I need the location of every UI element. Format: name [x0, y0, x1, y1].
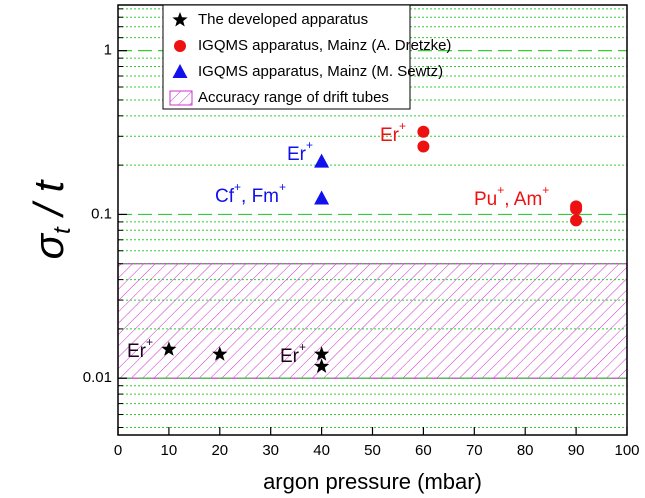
star-marker: [172, 12, 188, 27]
y-axis-label: σt / t: [25, 178, 76, 259]
y-tick-label: 0.01: [83, 369, 112, 386]
annotation-part: Er: [280, 346, 300, 367]
y-tick-label: 1: [104, 42, 112, 59]
annotation: Er+: [380, 119, 406, 146]
annotation-part: +: [146, 335, 153, 349]
x-tick-label: 100: [614, 442, 639, 459]
legend-label: IGQMS apparatus, Mainz (M. Sewtz): [198, 63, 443, 80]
legend-swatch: [169, 90, 193, 106]
annotation-part: Er: [127, 341, 147, 362]
annotation: Er+: [280, 340, 306, 367]
circle-marker: [417, 140, 430, 153]
x-tick-label: 80: [517, 442, 534, 459]
y-tick-label: 0.1: [91, 205, 112, 222]
x-tick-label: 50: [364, 442, 381, 459]
y-axis-label-part: / t: [25, 178, 72, 227]
x-tick-label: 40: [313, 442, 330, 459]
legend-label: The developed apparatus: [198, 11, 368, 28]
x-tick-label: 30: [262, 442, 279, 459]
y-axis-label-part: σ: [25, 232, 72, 259]
x-tick-label: 10: [161, 442, 178, 459]
x-tick-label: 20: [211, 442, 228, 459]
circle-marker: [570, 214, 583, 227]
annotation: Er+: [287, 138, 313, 165]
legend-label: Accuracy range of drift tubes: [198, 89, 389, 106]
annotation-part: +: [234, 180, 241, 194]
annotation-part: +: [399, 119, 406, 133]
x-tick-label: 90: [568, 442, 585, 459]
circle-marker: [174, 40, 186, 52]
triangle-marker: [314, 190, 330, 205]
accuracy-region: [117, 263, 628, 379]
annotation-part: Pu: [474, 189, 497, 210]
star-marker: [314, 358, 330, 373]
annotation-part: +: [299, 340, 306, 354]
legend-label: IGQMS apparatus, Mainz (A. Dretzke): [198, 37, 451, 54]
annotation: Pu+, Am+: [474, 183, 549, 210]
annotation-part: Cf: [215, 186, 235, 207]
triangle-marker: [314, 153, 330, 168]
annotation-part: Er: [287, 144, 307, 165]
legend-box: [162, 4, 411, 110]
annotation: Er+: [127, 335, 153, 362]
circle-marker: [417, 125, 430, 138]
annotation-part: , Am: [504, 189, 542, 210]
x-tick-label: 60: [415, 442, 432, 459]
circle-marker: [570, 202, 583, 215]
annotation-part: Er: [380, 125, 400, 146]
y-axis-label-part: t: [49, 226, 76, 234]
star-marker: [161, 341, 177, 356]
annotation-part: +: [306, 138, 313, 152]
x-axis-label: argon pressure (mbar): [263, 469, 482, 494]
x-tick-label: 70: [466, 442, 483, 459]
annotation-part: +: [542, 183, 549, 197]
annotation-part: , Fm: [241, 186, 279, 207]
star-marker: [314, 346, 330, 361]
star-marker: [212, 346, 228, 361]
annotation-part: +: [279, 180, 286, 194]
triangle-marker: [172, 64, 188, 78]
annotation: Cf+, Fm+: [215, 180, 286, 207]
annotation-part: +: [497, 183, 504, 197]
x-tick-label: 0: [114, 442, 122, 459]
